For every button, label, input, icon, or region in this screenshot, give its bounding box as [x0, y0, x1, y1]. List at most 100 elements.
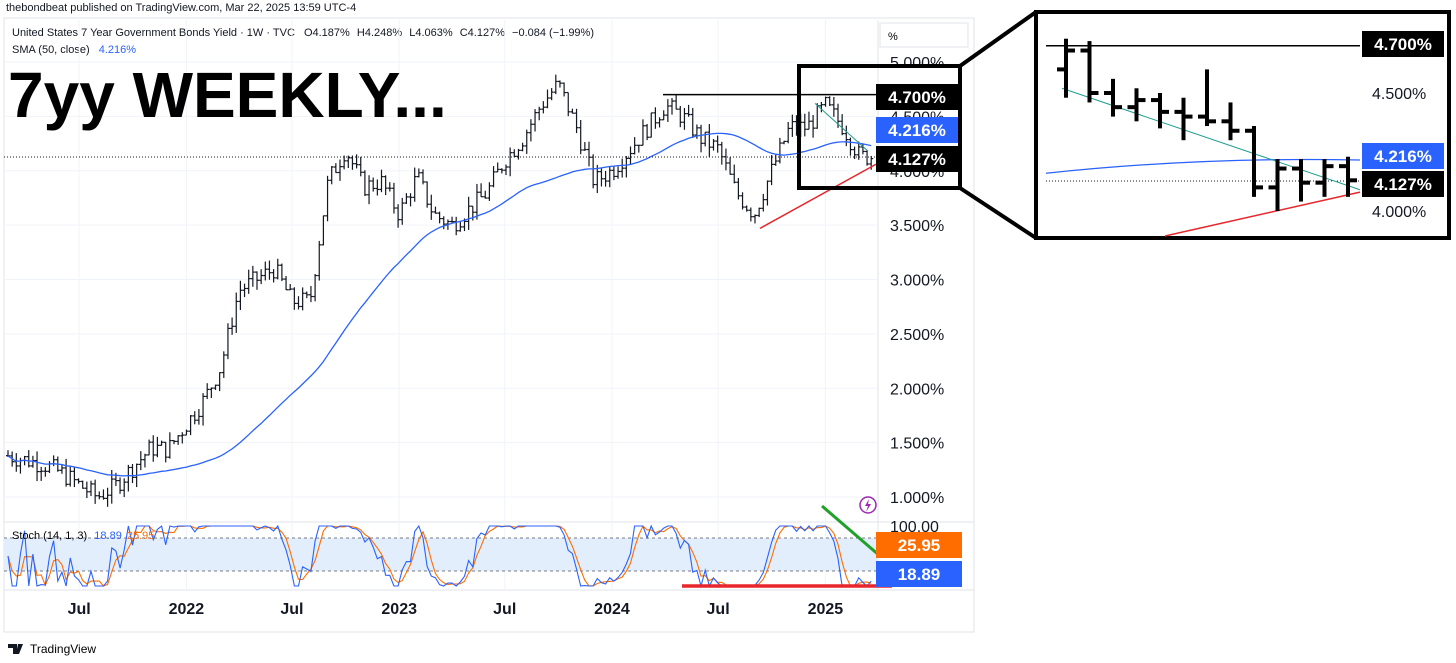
- ohlc-bar: [93, 479, 98, 504]
- chart-frame: [3, 17, 975, 633]
- inset-last-badge: 4.127%: [1362, 171, 1444, 197]
- ohlc-bar: [76, 478, 81, 484]
- ohlc-bar: [802, 113, 807, 137]
- ohlc-bar: [80, 480, 85, 489]
- ohlc-bar: [362, 170, 367, 197]
- ohlc-bar: [408, 193, 413, 207]
- ohlc-bar: [354, 154, 359, 169]
- ohlc-bar: [396, 204, 401, 228]
- ohlc-bar: [383, 175, 388, 196]
- inset-ohlc-bar: [1292, 159, 1310, 202]
- ohlc-bar: [279, 263, 284, 282]
- ohlc-bar: [147, 439, 152, 456]
- ohlc-bar: [528, 119, 533, 142]
- ohlc-bar: [728, 157, 733, 175]
- time-tick-label: 2023: [381, 601, 417, 618]
- stoch-top-label: 100.00: [890, 519, 939, 536]
- ohlc-bar: [678, 105, 683, 128]
- ohlc-bar: [209, 387, 214, 399]
- ohlc-bar: [856, 141, 861, 160]
- sma-badge: 4.216%: [876, 117, 958, 143]
- ohlc-bar: [740, 192, 745, 210]
- ohlc-bar: [823, 96, 828, 107]
- ohlc-bar: [51, 455, 56, 467]
- ohlc-bar: [607, 166, 612, 188]
- ohlc-bar: [367, 175, 372, 205]
- ohlc-bar: [375, 179, 380, 196]
- ohlc-bar: [14, 453, 19, 472]
- tradingview-logo[interactable]: TradingView: [8, 642, 96, 656]
- svg-text:4.127%: 4.127%: [888, 150, 946, 169]
- stoch-band: [4, 538, 878, 571]
- zoom-connector-bottom: [958, 186, 1038, 240]
- ohlc-bar: [196, 409, 201, 425]
- time-tick-label: Jul: [280, 601, 303, 618]
- inset-ohlc-bar: [1174, 97, 1193, 141]
- ohlc-bar: [574, 108, 579, 134]
- ohlc-bar: [167, 432, 172, 459]
- ohlc-bar: [777, 137, 782, 164]
- ohlc-bar: [26, 450, 31, 468]
- time-tick-label: 2022: [169, 601, 205, 618]
- price-tick-label: 3.000%: [890, 273, 944, 290]
- svg-text:SMA (50, close) 4.216%: SMA (50, close) 4.216%: [12, 44, 136, 56]
- ohlc-bar: [553, 74, 558, 95]
- ohlc-bar: [699, 124, 704, 153]
- ohlc-bar: [371, 177, 376, 192]
- ohlc-bar: [263, 261, 268, 281]
- ohlc-bar: [105, 487, 110, 507]
- ohlc-bar: [267, 260, 272, 280]
- inset-ohlc-bar: [1315, 159, 1334, 197]
- zoom-connector-top: [958, 10, 1038, 68]
- ohlc-bar: [225, 323, 230, 360]
- ohlc-bar: [412, 167, 417, 202]
- ohlc-bar: [184, 429, 189, 436]
- support-trendline: [759, 163, 877, 230]
- ohlc-bar: [176, 435, 181, 445]
- overlay-title: 7yy WEEKLY...: [8, 59, 447, 131]
- ohlc-open: O4.187%: [304, 27, 350, 39]
- ohlc-bar: [358, 156, 363, 177]
- ohlc-series: [6, 74, 874, 507]
- ohlc-bar: [454, 216, 459, 236]
- ohlc-bar: [159, 440, 164, 446]
- ohlc-bar: [213, 384, 218, 390]
- ohlc-bar: [616, 166, 621, 179]
- ohlc-bar: [757, 207, 762, 218]
- ohlc-bar: [433, 206, 438, 214]
- ohlc-bar: [142, 453, 147, 468]
- svg-text:4.216%: 4.216%: [1374, 147, 1432, 166]
- svg-text:United States 7 Year Governmen: United States 7 Year Government Bonds Yi…: [12, 27, 594, 39]
- ohlc-bar: [512, 149, 517, 158]
- stoch-k-text: 18.89: [94, 530, 122, 542]
- ohlc-bar: [230, 317, 235, 335]
- ohlc-bar: [599, 167, 604, 187]
- inset-ohlc-bar: [1268, 159, 1287, 211]
- lightning-icon[interactable]: [859, 496, 877, 514]
- price-tick-label: 1.000%: [890, 490, 944, 507]
- unit-box[interactable]: [879, 22, 969, 48]
- ohlc-bar: [450, 216, 455, 223]
- ohlc-bar: [649, 112, 654, 138]
- ohlc-bar: [130, 463, 135, 484]
- ohlc-bar: [155, 436, 160, 458]
- ohlc-bar: [288, 284, 293, 291]
- ohlc-bar: [520, 142, 525, 152]
- inset-ohlc-bar: [1057, 38, 1075, 98]
- ohlc-bar: [342, 155, 347, 170]
- sma-series: [7, 132, 872, 477]
- ohlc-bar: [404, 193, 409, 204]
- ohlc-bar: [508, 147, 513, 177]
- ohlc-bar: [852, 146, 857, 159]
- ohlc-bar: [188, 415, 193, 436]
- ohlc-bar: [59, 464, 64, 474]
- ohlc-bar: [479, 183, 484, 198]
- inset-ohlc-bar: [1151, 93, 1169, 129]
- ohlc-bar: [172, 439, 176, 445]
- ohlc-bar: [387, 182, 392, 192]
- ohlc-bar: [686, 104, 691, 117]
- ohlc-bar: [246, 269, 251, 294]
- ohlc-bar: [819, 101, 824, 113]
- time-axis[interactable]: Jul 2022 Jul 2023 Jul 2024 Jul 2025: [68, 601, 844, 618]
